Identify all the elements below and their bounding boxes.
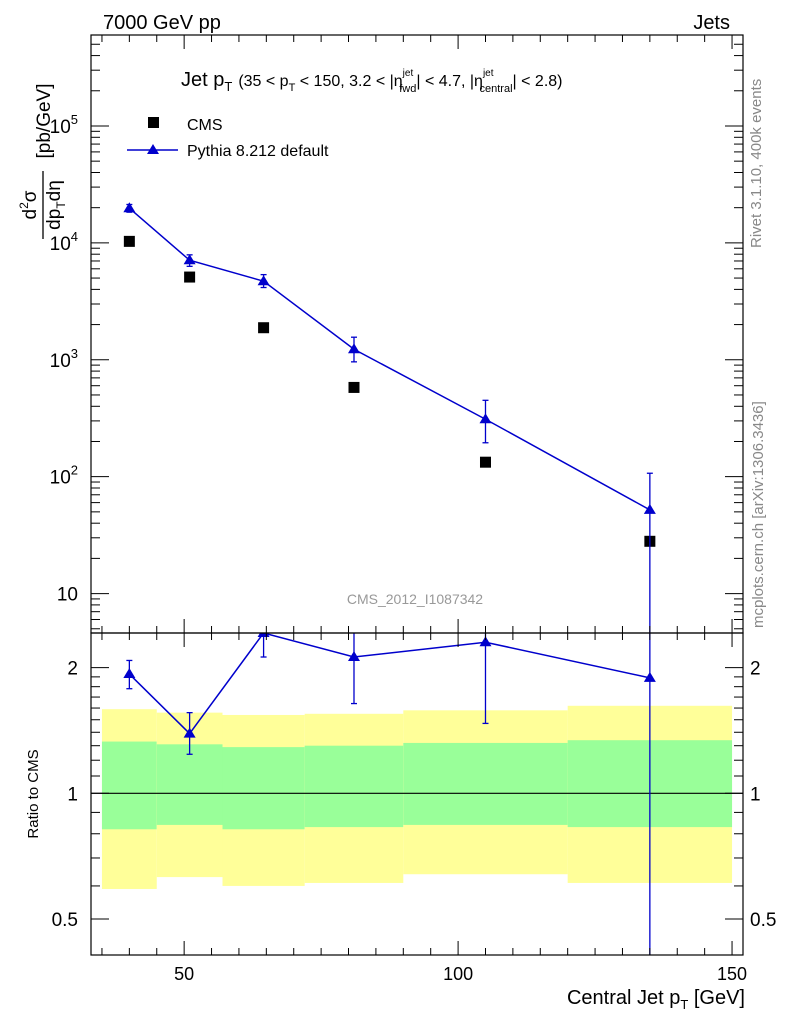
green-band-3	[304, 745, 404, 828]
ratio-y-tick-label-left-0.5: 0.5	[52, 910, 78, 931]
rivet-version-label: Rivet 3.1.10, 400k events	[748, 79, 765, 248]
svg-text:d2σ: d2σ	[17, 190, 41, 219]
ratio-panel-series	[123, 633, 656, 955]
mcplots-label: mcplots.cern.ch [arXiv:1306.3436]	[750, 401, 767, 628]
axis-ticks	[91, 34, 743, 955]
plot-title: Jet pT (35 < pT < 150, 3.2 < |ηjet fwd| < …	[181, 68, 563, 95]
pythia-ratio-marker-2	[257, 633, 270, 637]
top-y-tick-label-10000: 104	[50, 229, 78, 255]
pythia-top-marker-5	[643, 503, 656, 514]
legend-data-label: CMS	[187, 117, 223, 134]
top-y-tick-label-10: 10	[57, 585, 78, 606]
cms-point-0	[123, 235, 135, 247]
green-band-2	[222, 747, 305, 830]
x-axis-label: Central Jet pT [GeV]	[567, 987, 745, 1012]
pythia-ratio-marker-1	[183, 727, 196, 738]
pythia-ratio-marker-3	[347, 651, 360, 662]
green-band-4	[403, 742, 568, 825]
svg-text:dpTdη: dpTdη	[44, 180, 68, 230]
green-band-1	[156, 744, 223, 825]
ratio-panel-frame	[90, 632, 744, 956]
tick-labels: 50 100 150 10 102 103 104 105 0.5 0.5 1 1 2 2	[50, 112, 777, 984]
pythia-top-marker-0	[123, 202, 136, 213]
legend-mc-marker	[147, 144, 159, 154]
pythia-top-marker-1	[183, 254, 196, 265]
x-tick-label-150: 150	[717, 964, 747, 984]
ratio-y-tick-label-left-2: 2	[67, 659, 78, 680]
uncertainty-bands	[91, 705, 743, 889]
top-y-tick-label-100000: 105	[50, 112, 78, 138]
cms-point-2	[258, 322, 270, 334]
top-y-tick-label-1000: 103	[50, 346, 78, 372]
cms-point-4	[479, 456, 491, 468]
header-energy: 7000 GeV pp	[103, 12, 221, 34]
pythia-ratio-marker-5	[643, 671, 656, 682]
pythia-top-marker-3	[347, 343, 360, 354]
pythia-ratio-marker-0	[123, 668, 136, 679]
ratio-y-tick-label-right-2: 2	[750, 659, 761, 680]
legend-data-marker	[148, 117, 159, 128]
header-process: Jets	[693, 12, 730, 34]
green-band-0	[101, 741, 157, 830]
x-tick-label-100: 100	[443, 964, 473, 984]
top-y-axis-label: d2σ dpTdη [pb/GeV]	[17, 84, 68, 239]
top-panel-series	[123, 202, 656, 633]
ratio-y-tick-label-right-1: 1	[750, 784, 761, 805]
ratio-y-tick-label-left-1: 1	[67, 784, 78, 805]
svg-text:[pb/GeV]: [pb/GeV]	[34, 84, 55, 159]
pythia-ratio-marker-4	[479, 636, 492, 647]
pythia-ratio-line	[128, 633, 651, 735]
cms-point-3	[348, 381, 360, 393]
legend-mc-label: Pythia 8.212 default	[187, 143, 329, 160]
cms-point-1	[184, 271, 196, 283]
pythia-top-marker-2	[257, 275, 270, 286]
ratio-y-axis-label: Ratio to CMS	[25, 749, 42, 838]
analysis-watermark: CMS_2012_I1087342	[347, 591, 483, 607]
top-y-tick-label-100: 102	[50, 463, 78, 489]
legend: CMS Pythia 8.212 default	[127, 117, 329, 160]
x-tick-label-50: 50	[174, 964, 194, 984]
pythia-top-line	[128, 207, 651, 511]
pythia-top-marker-4	[479, 413, 492, 424]
ratio-y-tick-label-right-0.5: 0.5	[750, 910, 776, 931]
